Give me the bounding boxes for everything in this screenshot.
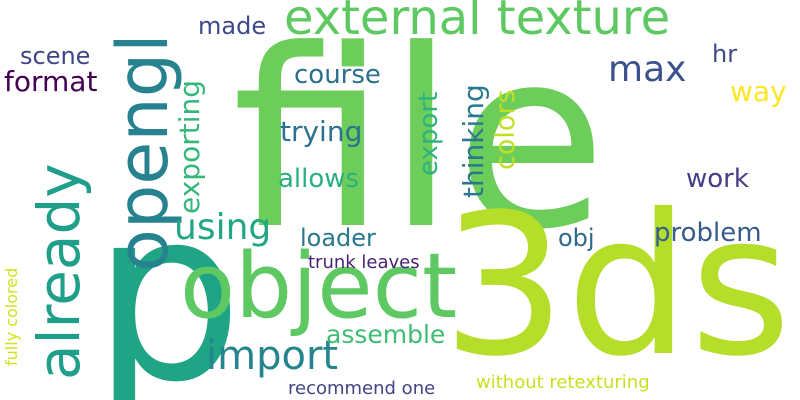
word-format: format — [4, 65, 98, 98]
word-loader: loader — [300, 224, 376, 252]
word-object: object — [180, 234, 458, 339]
word-colors: colors — [490, 89, 521, 170]
word-course: course — [294, 60, 381, 90]
word-scene: scene — [20, 42, 91, 70]
word-way: way — [730, 75, 787, 108]
word-using: using — [174, 207, 272, 248]
word-exporting: exporting — [173, 80, 206, 214]
word-obj: obj — [558, 224, 595, 252]
word-external-texture: external texture — [284, 0, 671, 46]
word-thinking: thinking — [457, 84, 490, 198]
word-max: max — [608, 49, 687, 90]
word-export: export — [414, 91, 444, 176]
word-opengl: opengl — [102, 33, 184, 272]
word-problem: problem — [654, 218, 762, 248]
word-made: made — [198, 12, 267, 40]
word-without-retexturing: without retexturing — [476, 372, 650, 393]
word-allows: allows — [278, 164, 360, 194]
word-already: already — [25, 163, 93, 380]
word-trunk-leaves: trunk leaves — [308, 252, 420, 273]
word-p: p — [92, 158, 244, 400]
word-fully-colored: fully colored — [2, 267, 21, 366]
word-import: import — [206, 333, 339, 379]
word-work: work — [686, 164, 749, 194]
word-recommend-one: recommend one — [288, 378, 436, 399]
word-file: file — [232, 0, 607, 284]
word-hr: hr — [712, 40, 738, 68]
word-assemble: assemble — [326, 320, 446, 349]
word-3ds: 3ds — [442, 172, 792, 399]
word-trying: trying — [280, 115, 363, 148]
